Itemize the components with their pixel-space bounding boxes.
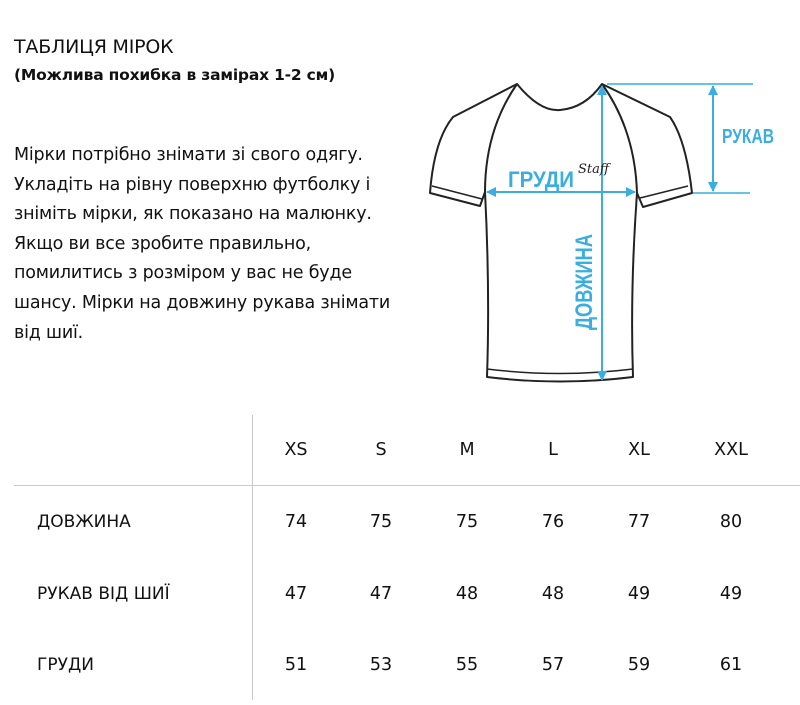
page-subtitle: (Можлива похибка в замірах 1-2 см)	[14, 66, 336, 84]
table-cell: 55	[455, 655, 479, 675]
row-label-chest: ГРУДИ	[37, 655, 94, 675]
size-header-s: S	[375, 440, 387, 460]
instructions-text: Мірки потрібно знімати зі свого одягу. У…	[14, 145, 391, 343]
table-cell: 80	[719, 512, 743, 532]
table-cell: 76	[541, 512, 565, 532]
table-cell: 51	[284, 655, 308, 675]
tshirt-outline	[429, 83, 693, 383]
page-title: ТАБЛИЦЯ МІРОК	[14, 36, 174, 58]
table-cell: 77	[627, 512, 651, 532]
table-cell: 47	[284, 584, 308, 604]
chest-label: ГРУДИ	[508, 167, 574, 192]
table-cell: 59	[627, 655, 651, 675]
table-vertical-divider	[252, 415, 253, 700]
table-cell: 53	[369, 655, 393, 675]
table-cell: 75	[455, 512, 479, 532]
brand-logo: Staff	[578, 162, 612, 177]
table-cell: 48	[541, 584, 565, 604]
table-cell: 47	[369, 584, 393, 604]
table-cell: 75	[369, 512, 393, 532]
table-cell: 74	[284, 512, 308, 532]
size-header-xs: XS	[284, 440, 308, 460]
sleeve-label: РУКАВ	[722, 126, 774, 148]
size-header-xxl: XXL	[714, 440, 748, 460]
table-cell: 49	[627, 584, 651, 604]
table-cell: 61	[719, 655, 743, 675]
tshirt-measurement-diagram: ГРУДИ РУКАВ ДОВЖИНА Staff	[429, 83, 774, 383]
row-label-length: ДОВЖИНА	[37, 512, 131, 532]
length-label: ДОВЖИНА	[571, 234, 598, 330]
size-header-xl: XL	[628, 440, 650, 460]
row-label-sleeve: РУКАВ ВІД ШИЇ	[37, 584, 170, 604]
size-header-m: M	[459, 440, 475, 460]
table-cell: 49	[719, 584, 743, 604]
table-cell: 48	[455, 584, 479, 604]
table-header-divider	[14, 485, 800, 486]
table-cell: 57	[541, 655, 565, 675]
size-header-l: L	[548, 440, 558, 460]
